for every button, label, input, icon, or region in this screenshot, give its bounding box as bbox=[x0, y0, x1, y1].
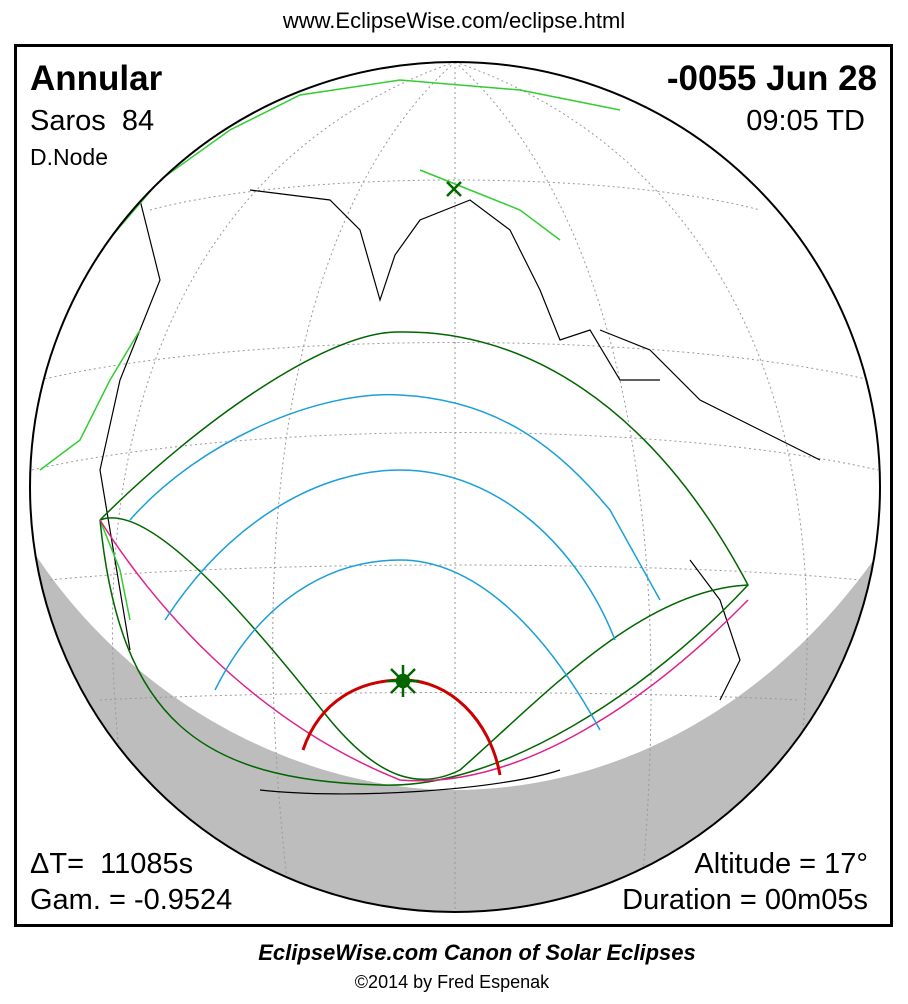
globe-outline bbox=[29, 61, 881, 913]
header-url: www.EclipseWise.com/eclipse.html bbox=[282, 8, 625, 33]
greatest-eclipse-marker bbox=[387, 665, 419, 697]
gamma: Gam. = -0.9524 bbox=[30, 884, 232, 916]
altitude: Altitude = 17° bbox=[694, 848, 868, 880]
eclipse-path bbox=[99, 331, 749, 786]
footer-credit: ©2014 by Fred Espenak bbox=[355, 972, 550, 992]
delta-t: ΔT= 11085s bbox=[30, 848, 193, 880]
eclipse-date: -0055 Jun 28 bbox=[667, 59, 877, 98]
saros: Saros 84 bbox=[30, 105, 154, 137]
subsolar-marker bbox=[446, 181, 462, 197]
duration: Duration = 00m05s bbox=[622, 884, 868, 916]
graticule bbox=[31, 62, 879, 912]
footer-title: EclipseWise.com Canon of Solar Eclipses bbox=[258, 940, 696, 965]
eclipse-type: Annular bbox=[30, 59, 163, 98]
node: D.Node bbox=[30, 144, 108, 170]
eclipse-time: 09:05 TD bbox=[746, 105, 865, 137]
